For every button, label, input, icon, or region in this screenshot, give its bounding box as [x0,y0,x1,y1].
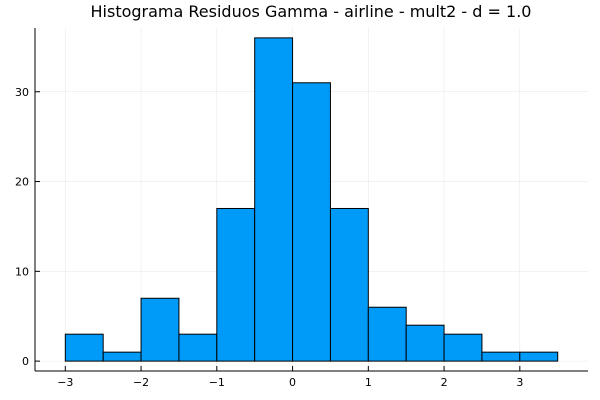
x-tick-label: 0 [289,376,296,389]
x-tick-label: 2 [441,376,448,389]
histogram-bar [481,351,521,362]
x-tick-label: 3 [516,376,523,389]
bars-layer [64,37,559,362]
histogram-bar [292,82,331,362]
chart-title: Histograma Residuos Gamma - airline - mu… [91,2,532,21]
histogram-bar [329,207,369,362]
histogram-bar [519,351,559,362]
histogram-bar [216,207,256,362]
y-tick-label: 30 [15,86,29,99]
x-tick-label: −1 [209,376,225,389]
histogram-bar [64,333,104,362]
histogram-bar [178,333,218,362]
x-tick-label: 1 [365,376,372,389]
y-tick-label: 20 [15,176,29,189]
x-tick-label: −3 [57,376,73,389]
histogram-bar [367,306,407,362]
histogram-bar [405,324,445,362]
x-tick-label: −2 [133,376,149,389]
histogram-bar [443,333,483,362]
histogram-bar [140,297,180,362]
histogram-bar [254,37,294,362]
y-tick-label: 0 [22,355,29,368]
y-tick-label: 10 [15,265,29,278]
histogram-bar [102,351,142,362]
axes-layer [34,28,588,372]
